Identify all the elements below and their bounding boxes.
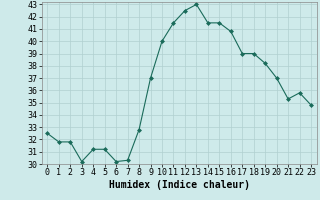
X-axis label: Humidex (Indice chaleur): Humidex (Indice chaleur) xyxy=(109,180,250,190)
